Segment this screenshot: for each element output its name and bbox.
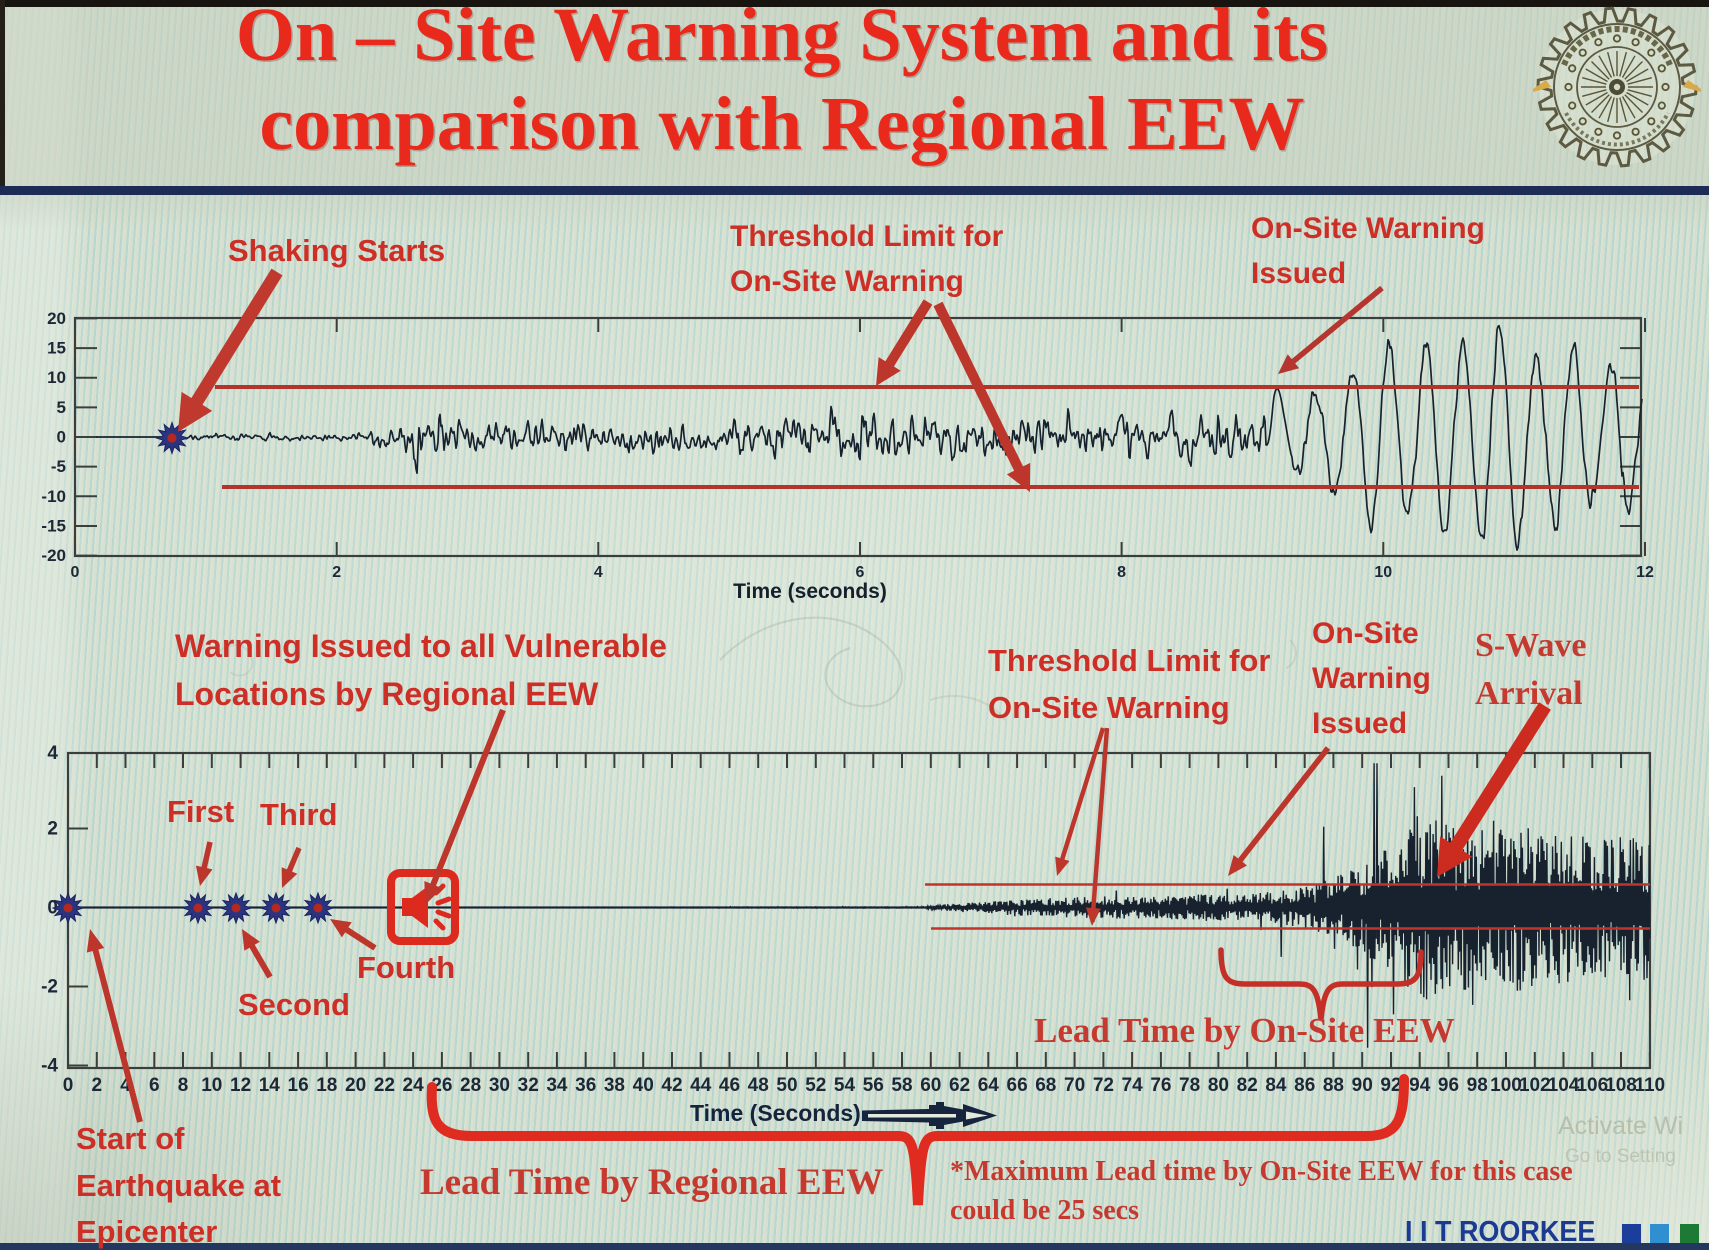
svg-text:58: 58 <box>891 1075 912 1096</box>
svg-text:84: 84 <box>1265 1075 1287 1096</box>
svg-text:78: 78 <box>1179 1075 1200 1096</box>
svg-text:20: 20 <box>47 309 66 328</box>
svg-text:92: 92 <box>1380 1075 1401 1096</box>
svg-text:2: 2 <box>332 564 341 581</box>
svg-text:2: 2 <box>47 819 58 840</box>
svg-text:2: 2 <box>92 1075 103 1096</box>
svg-text:96: 96 <box>1438 1075 1459 1096</box>
svg-text:72: 72 <box>1093 1075 1114 1096</box>
svg-text:-5: -5 <box>51 457 66 476</box>
svg-text:-15: -15 <box>41 517 66 536</box>
svg-text:50: 50 <box>776 1075 797 1096</box>
svg-text:24: 24 <box>403 1075 425 1096</box>
svg-text:100: 100 <box>1490 1075 1522 1096</box>
svg-text:98: 98 <box>1467 1075 1488 1096</box>
svg-text:4: 4 <box>120 1075 131 1096</box>
svg-text:16: 16 <box>288 1075 309 1096</box>
svg-text:-20: -20 <box>41 546 66 565</box>
svg-text:22: 22 <box>374 1075 395 1096</box>
svg-text:70: 70 <box>1064 1075 1085 1096</box>
svg-text:64: 64 <box>978 1075 1000 1096</box>
svg-text:104: 104 <box>1548 1075 1580 1096</box>
svg-text:56: 56 <box>863 1075 884 1096</box>
svg-text:40: 40 <box>633 1075 654 1096</box>
svg-text:110: 110 <box>1634 1075 1665 1096</box>
svg-text:4: 4 <box>47 743 58 764</box>
svg-text:106: 106 <box>1576 1075 1608 1096</box>
svg-text:14: 14 <box>259 1075 281 1096</box>
svg-text:4: 4 <box>594 564 603 581</box>
svg-text:34: 34 <box>546 1075 568 1096</box>
svg-text:42: 42 <box>661 1075 682 1096</box>
svg-text:-10: -10 <box>41 487 66 506</box>
svg-text:48: 48 <box>748 1075 769 1096</box>
svg-text:86: 86 <box>1294 1075 1315 1096</box>
svg-text:20: 20 <box>345 1075 366 1096</box>
svg-text:10: 10 <box>1374 564 1392 581</box>
svg-text:94: 94 <box>1409 1075 1431 1096</box>
svg-text:68: 68 <box>1035 1075 1056 1096</box>
svg-text:10: 10 <box>201 1075 222 1096</box>
svg-text:15: 15 <box>47 339 66 358</box>
svg-text:10: 10 <box>47 368 66 387</box>
svg-text:38: 38 <box>604 1075 625 1096</box>
svg-text:54: 54 <box>834 1075 856 1096</box>
svg-text:36: 36 <box>575 1075 596 1096</box>
svg-text:102: 102 <box>1519 1075 1551 1096</box>
svg-text:18: 18 <box>316 1075 337 1096</box>
svg-text:12: 12 <box>230 1075 251 1096</box>
svg-text:108: 108 <box>1605 1075 1637 1096</box>
svg-text:76: 76 <box>1150 1075 1171 1096</box>
svg-text:0: 0 <box>57 428 66 447</box>
svg-text:44: 44 <box>690 1075 712 1096</box>
svg-text:32: 32 <box>518 1075 539 1096</box>
svg-text:8: 8 <box>1117 564 1126 581</box>
svg-text:6: 6 <box>149 1075 160 1096</box>
svg-text:0: 0 <box>71 564 80 581</box>
svg-text:8: 8 <box>178 1075 189 1096</box>
svg-text:80: 80 <box>1208 1075 1229 1096</box>
svg-text:90: 90 <box>1352 1075 1373 1096</box>
svg-text:12: 12 <box>1636 564 1654 581</box>
svg-text:82: 82 <box>1237 1075 1258 1096</box>
svg-text:62: 62 <box>949 1075 970 1096</box>
svg-text:66: 66 <box>1007 1075 1028 1096</box>
svg-text:52: 52 <box>805 1075 826 1096</box>
svg-text:46: 46 <box>719 1075 740 1096</box>
svg-text:0: 0 <box>63 1075 74 1096</box>
svg-text:6: 6 <box>856 564 865 581</box>
svg-text:88: 88 <box>1323 1075 1344 1096</box>
svg-text:-2: -2 <box>41 977 58 998</box>
svg-text:60: 60 <box>920 1075 941 1096</box>
svg-text:74: 74 <box>1122 1075 1144 1096</box>
svg-text:5: 5 <box>57 398 66 417</box>
svg-text:28: 28 <box>460 1075 481 1096</box>
svg-text:-4: -4 <box>41 1056 58 1077</box>
svg-text:30: 30 <box>489 1075 510 1096</box>
